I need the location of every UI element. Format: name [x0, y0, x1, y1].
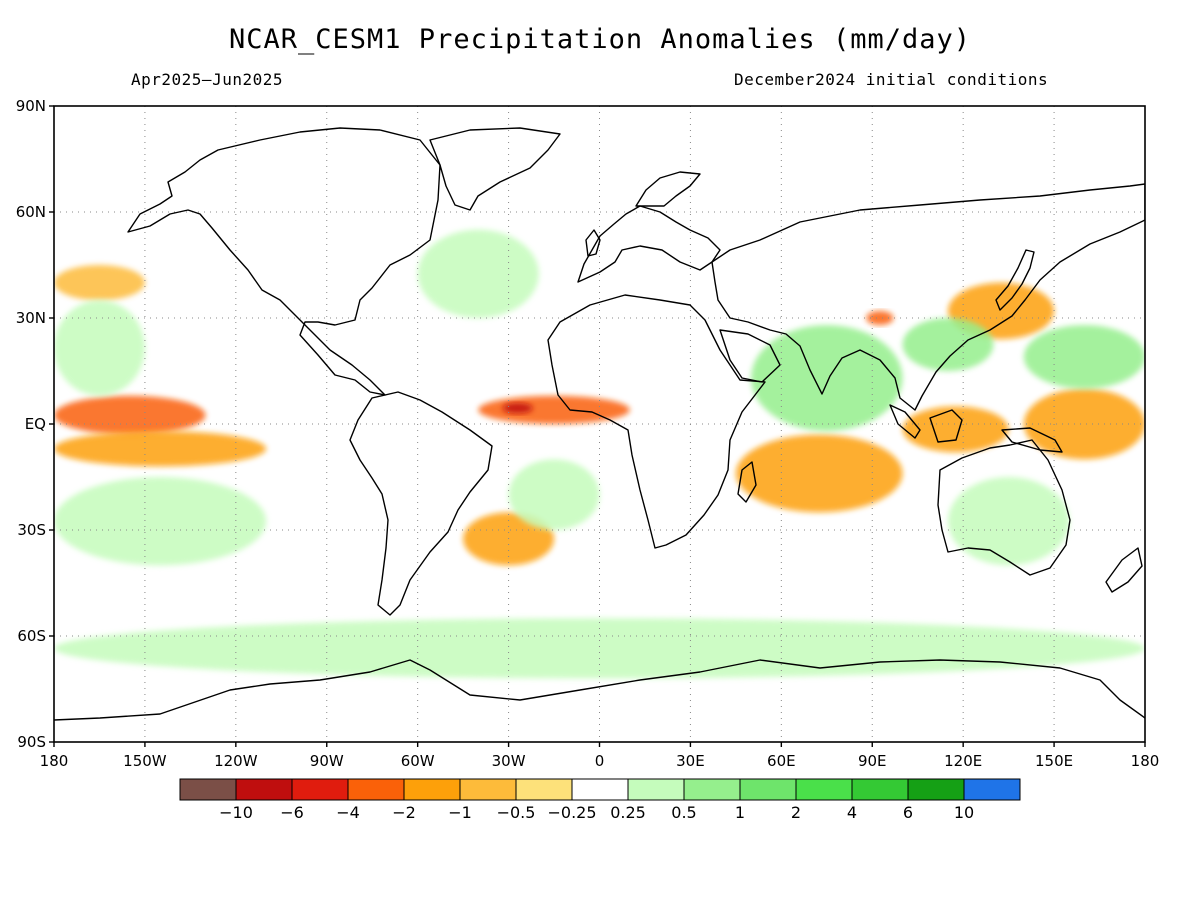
forecast-period: Apr2025–Jun2025: [131, 70, 283, 89]
lon-label-120E-10: 120E: [944, 752, 982, 770]
colorbar-label-13: 10: [954, 803, 974, 822]
lon-label-120W-2: 120W: [214, 752, 258, 770]
colorbar-label-9: 1: [735, 803, 745, 822]
lat-label-90S: 90S: [17, 733, 46, 751]
anomaly-region-central-pacific-equatorial-dry: [54, 395, 206, 435]
coastline-south-america: [349, 391, 493, 616]
colorbar-label-2: −4: [336, 803, 360, 822]
colorbar-label-10: 2: [791, 803, 801, 822]
anomaly-region-northwest-pacific-wet: [1023, 325, 1145, 389]
colorbar-swatch-8: [627, 778, 685, 801]
lat-lon-grid: [54, 106, 1145, 742]
colorbar-label-8: 0.5: [671, 803, 696, 822]
coastline-madagascar: [737, 461, 757, 503]
colorbar-swatch-12: [851, 778, 909, 801]
colorbar-swatch-13: [907, 778, 965, 801]
coastline-british-isles: [585, 229, 601, 257]
coastline-borneo: [929, 409, 963, 443]
colorbar-label-3: −2: [392, 803, 416, 822]
colorbar-swatch-2: [291, 778, 349, 801]
lon-label-60E-8: 60E: [767, 752, 796, 770]
anomaly-shading: [54, 229, 1145, 679]
colorbar-label-4: −1: [448, 803, 472, 822]
anomaly-region-south-indian-ocean-dry: [735, 434, 903, 513]
anomaly-region-australia-wet: [948, 477, 1070, 566]
lon-label-90E-9: 90E: [858, 752, 887, 770]
lat-label-30S: 30S: [17, 521, 46, 539]
lon-label-150W-1: 150W: [123, 752, 167, 770]
colorbar-label-7: 0.25: [610, 803, 646, 822]
coastline-new-zealand: [1105, 547, 1143, 593]
colorbar-swatch-14: [963, 778, 1021, 801]
anomaly-region-north-indian-ocean-wet: [751, 325, 903, 432]
anomaly-region-north-atlantic-wet: [417, 229, 539, 318]
anomaly-region-south-pacific-wet: [54, 477, 267, 566]
anomaly-region-south-atlantic-diagonal-wet: [508, 459, 600, 530]
anomaly-region-southern-ocean-wet: [54, 618, 1145, 679]
lon-label-180-12: 180: [1131, 752, 1160, 770]
colorbar-swatch-3: [347, 778, 405, 801]
coastline-sumatra: [889, 404, 921, 439]
coastline-japan: [995, 249, 1035, 311]
lat-label-60S: 60S: [17, 627, 46, 645]
coastline-europe: [577, 205, 721, 283]
lat-label-60N: 60N: [16, 203, 46, 221]
latitude-labels: 90N 60N 30N EQ 30S 60S 90S: [16, 97, 54, 751]
lon-label-30E-7: 30E: [676, 752, 705, 770]
colorbar-swatch-0: [179, 778, 237, 801]
lon-label-30W-5: 30W: [492, 752, 526, 770]
lon-label-150E-11: 150E: [1035, 752, 1073, 770]
anomaly-region-tibet-dry: [866, 310, 894, 326]
colorbar: −10 −6 −4 −2 −1 −0.5 −0.25 0.25 0.5 1 2 4 6 10: [179, 778, 1021, 822]
anomaly-region-tropical-atlantic-dry: [478, 395, 630, 424]
colorbar-label-0: −10: [219, 803, 253, 822]
coastline-asia: [711, 183, 1145, 411]
coastline-north-america: [127, 127, 441, 396]
lon-label-60W-4: 60W: [401, 752, 435, 770]
coastline-scandinavia: [635, 171, 701, 207]
coastline-greenland: [429, 127, 561, 211]
colorbar-label-6: −0.25: [547, 803, 596, 822]
colorbar-swatch-9: [683, 778, 741, 801]
colorbar-swatch-10: [739, 778, 797, 801]
lon-label-0-6: 0: [595, 752, 605, 770]
colorbar-swatch-4: [403, 778, 461, 801]
colorbar-label-1: −6: [280, 803, 304, 822]
colorbar-label-12: 6: [903, 803, 913, 822]
coastline-new-guinea: [1001, 427, 1063, 453]
lat-label-EQ: EQ: [25, 415, 46, 433]
coastlines: [54, 127, 1145, 721]
lat-label-90N: 90N: [16, 97, 46, 115]
colorbar-swatch-6: [515, 778, 573, 801]
colorbar-swatch-7: [571, 778, 629, 801]
coastline-antarctica: [54, 659, 1145, 721]
anomaly-region-subtropical-north-pacific-wet: [54, 300, 145, 396]
colorbar-swatch-1: [235, 778, 293, 801]
anomaly-region-gulf-of-guinea-strong-dry: [502, 402, 533, 414]
initial-conditions: December2024 initial conditions: [734, 70, 1049, 89]
anomaly-region-maritime-continent-dry: [902, 406, 1009, 453]
coastline-arabia: [719, 329, 781, 383]
lat-label-30N: 30N: [16, 309, 46, 327]
colorbar-label-5: −0.5: [497, 803, 536, 822]
colorbar-swatch-11: [795, 778, 853, 801]
anomaly-region-pacific-south-of-equator-dry: [54, 431, 267, 467]
anomaly-region-east-asia-wet: [902, 318, 994, 371]
coastline-africa: [547, 294, 766, 549]
lon-label-180-0: 180: [40, 752, 69, 770]
anomaly-region-western-pacific-equatorial-dry: [1023, 388, 1145, 460]
coastline-australia: [937, 439, 1071, 576]
lon-label-90W-3: 90W: [310, 752, 344, 770]
colorbar-swatch-5: [459, 778, 517, 801]
chart-title: NCAR_CESM1 Precipitation Anomalies (mm/d…: [229, 24, 971, 55]
longitude-labels: 180 150W 120W 90W 60W 30W 0 30E 60E 90E 120E 150E 18…: [40, 742, 1160, 770]
anomaly-region-north-pacific-dry: [54, 265, 145, 301]
colorbar-label-11: 4: [847, 803, 857, 822]
